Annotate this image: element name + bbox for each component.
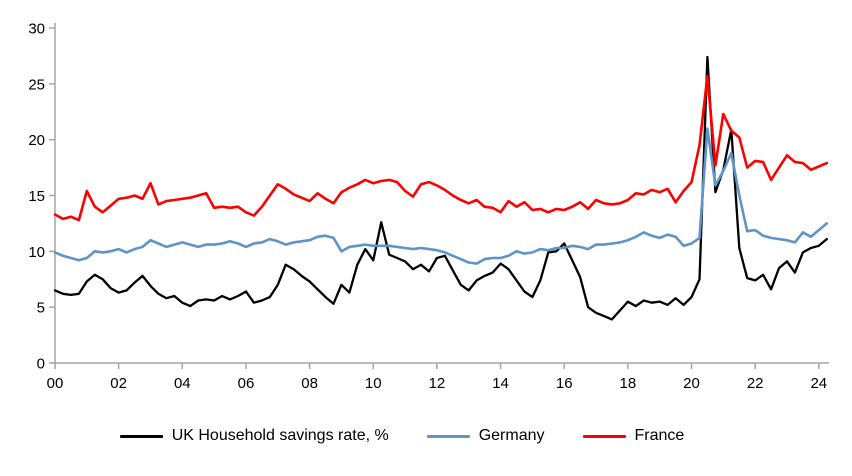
legend-item-france: France bbox=[582, 426, 685, 446]
chart-legend: UK Household savings rate, % Germany Fra… bbox=[0, 426, 852, 446]
x-tick-label: 14 bbox=[492, 375, 509, 392]
x-tick-label: 08 bbox=[301, 375, 318, 392]
legend-item-germany: Germany bbox=[426, 426, 545, 446]
legend-line-france-icon bbox=[582, 434, 626, 438]
legend-item-uk: UK Household savings rate, % bbox=[119, 426, 389, 446]
series-line-uk-household-savings-rate bbox=[53, 55, 828, 321]
legend-label-france: France bbox=[634, 427, 685, 444]
x-tick-label: 10 bbox=[365, 375, 382, 392]
series-line-germany bbox=[53, 127, 829, 265]
y-tick-label: 0 bbox=[37, 356, 45, 373]
y-tick-label: 15 bbox=[28, 188, 45, 205]
x-tick-label: 24 bbox=[810, 375, 827, 392]
y-tick-label: 5 bbox=[37, 300, 45, 317]
y-tick-label: 20 bbox=[28, 132, 45, 149]
legend-label-uk: UK Household savings rate, % bbox=[171, 427, 389, 444]
y-tick-label: 30 bbox=[28, 21, 45, 38]
legend-line-germany-icon bbox=[426, 434, 470, 438]
x-tick-label: 22 bbox=[747, 375, 764, 392]
x-tick-label: 20 bbox=[683, 375, 700, 392]
x-tick-label: 06 bbox=[238, 375, 255, 392]
x-tick-label: 00 bbox=[47, 375, 64, 392]
x-tick-label: 02 bbox=[110, 375, 127, 392]
legend-label-germany: Germany bbox=[478, 427, 545, 444]
x-tick-label: 16 bbox=[556, 375, 573, 392]
x-tick-label: 18 bbox=[620, 375, 637, 392]
series-line-france bbox=[53, 74, 829, 222]
x-tick-label: 12 bbox=[429, 375, 446, 392]
legend-line-uk-icon bbox=[119, 434, 163, 438]
y-tick-label: 10 bbox=[28, 244, 45, 261]
x-tick-label: 04 bbox=[174, 375, 191, 392]
y-tick-label: 25 bbox=[28, 76, 45, 93]
